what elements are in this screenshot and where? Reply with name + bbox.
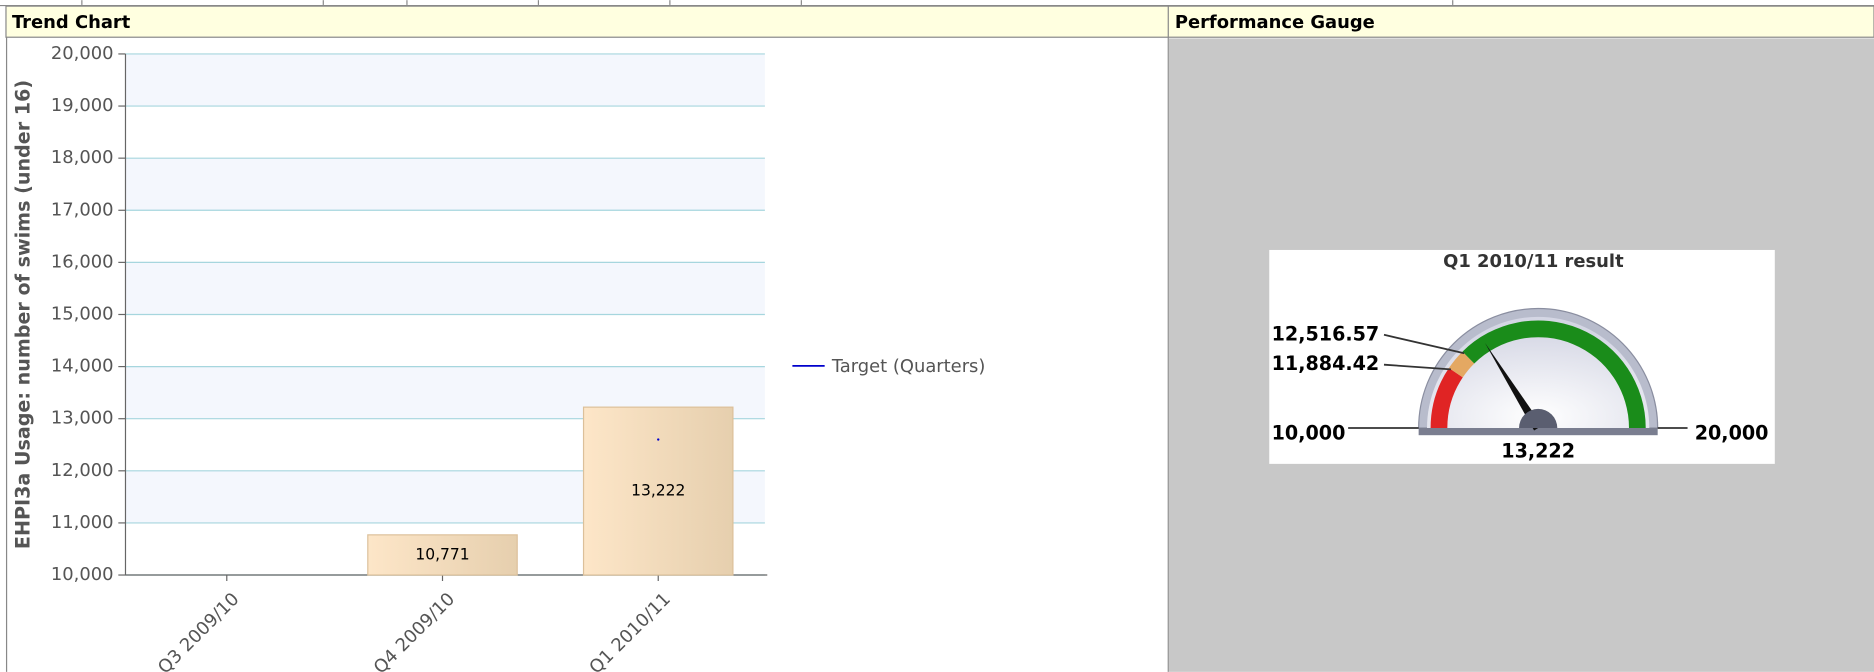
threshold-tick [1383,333,1465,355]
gauge-needle [1484,342,1543,431]
y-tick-label: 11,000 [51,512,114,533]
data-label: 13,222 [631,482,685,500]
grid-band [125,53,765,107]
gauge-band [1462,320,1646,429]
gauge-title: Q1 2010/11 result [1443,251,1624,272]
threshold-label: 12,516.57 [1272,322,1380,345]
x-tick-label: Q1 2010/11 [585,589,675,672]
target-point [657,438,660,441]
gauge-tick-label: 20,000 [1695,422,1769,445]
threshold-tick [1383,363,1451,371]
gauge-band [1448,351,1475,378]
grid-band [125,262,765,315]
y-tick-label: 20,000 [51,43,114,64]
needle-hub [1519,408,1558,429]
grid-band [125,158,765,211]
header-row [5,5,1874,38]
panel-title: Performance Gauge [1175,12,1375,33]
y-tick-label: 19,000 [51,95,114,116]
x-tick-label: Q4 2009/10 [370,589,460,672]
top-strip [0,0,1874,7]
gauge-tick-label: 10,000 [1272,422,1346,445]
y-tick-label: 18,000 [51,147,114,168]
y-tick-label: 15,000 [51,303,114,324]
y-tick-label: 10,000 [51,564,114,585]
y-axis-label: EHPI3a Usage: number of swims (under 16) [11,80,34,549]
threshold-label: 11,884.42 [1272,352,1380,375]
bar [582,406,734,576]
gauge-base [1418,428,1658,436]
gauge-band [1430,368,1463,429]
y-tick-label: 13,000 [51,408,114,429]
y-tick-label: 12,000 [51,460,114,481]
y-tick-label: 14,000 [51,356,114,377]
panel-title: Trend Chart [12,12,131,33]
y-tick-label: 17,000 [51,199,114,220]
legend-label: Target (Quarters) [831,356,986,377]
y-tick-label: 16,000 [51,251,114,272]
gauge-value: 13,222 [1501,439,1575,462]
data-label: 10,771 [415,545,469,563]
bar [367,534,518,576]
x-tick-label: Q3 2009/10 [154,589,244,672]
